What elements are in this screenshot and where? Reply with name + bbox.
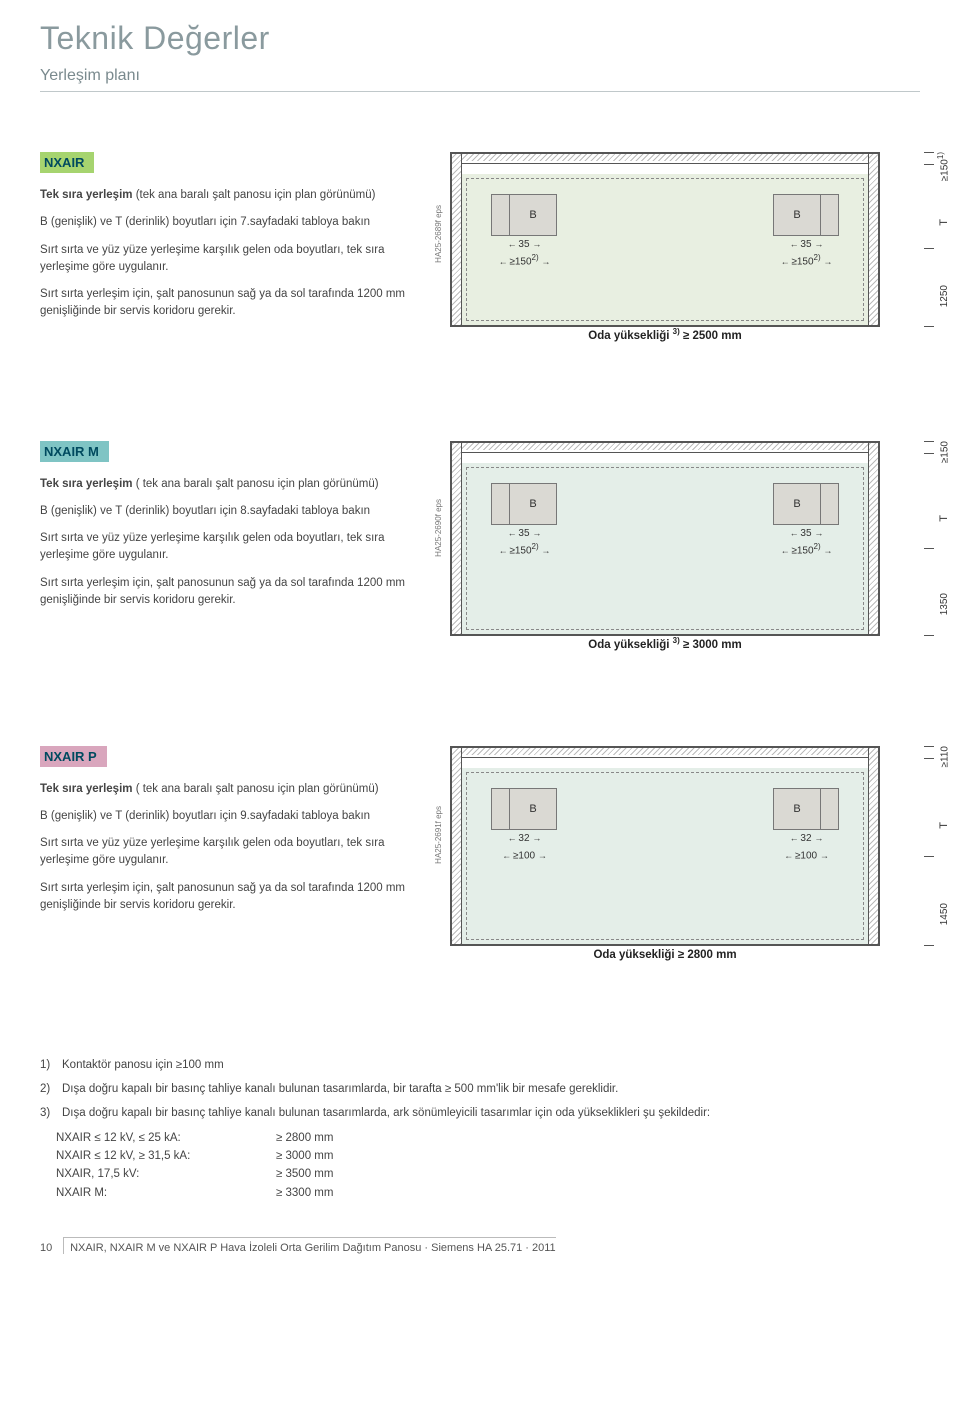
product-tag: NXAIR M [40, 441, 109, 462]
footer-text: NXAIR, NXAIR M ve NXAIR P Hava İzoleli O… [63, 1237, 556, 1254]
diagram-column: HA25-2690f eps B ← 35 [450, 441, 920, 636]
paragraph-2: B (genişlik) ve T (derinlik) boyutları i… [40, 808, 420, 825]
section-nxair-p: NXAIR P Tek sıra yerleşim ( tek ana bara… [40, 746, 920, 946]
vertical-dim-t: T [938, 822, 950, 829]
paragraph-2: B (genişlik) ve T (derinlik) boyutları i… [40, 503, 420, 520]
panel-group-left: B ← 35 → ← ≥1502) → [491, 483, 557, 599]
footnote-row: 2)Dışa doğru kapalı bir basınç tahliye k… [40, 1080, 920, 1098]
vertical-dim-bottom: 1250 [939, 285, 950, 307]
room-height-label: Oda yüksekliği 3) ≥ 3000 mm [466, 630, 864, 655]
product-tag: NXAIR P [40, 746, 107, 767]
footnotes: 1)Kontaktör panosu için ≥100 mm 2)Dışa do… [40, 1056, 920, 1203]
vertical-dim-top: ≥150 [936, 441, 950, 463]
section-nxair-m: NXAIR M Tek sıra yerleşim ( tek ana bara… [40, 441, 920, 636]
page-title: Teknik Değerler [40, 20, 920, 57]
room-height-label: Oda yüksekliği ≥ 2800 mm [466, 940, 864, 965]
floor-plan-diagram: B ← 32 → ← ≥100 → B ← 32 → [450, 746, 880, 946]
ha-code-label: HA25-2690f eps [434, 499, 443, 557]
paragraph-4: Sırt sırta yerleşim için, şalt panosunun… [40, 286, 420, 321]
room-area: B ← 32 → ← ≥100 → B ← 32 → [462, 768, 868, 944]
footnote-table-row: NXAIR ≤ 12 kV, ≤ 25 kA:≥ 2800 mm [40, 1129, 920, 1147]
panel-group-left: B ← 32 → ← ≥100 → [491, 788, 557, 909]
vertical-dim-top: ≥1501) [936, 152, 950, 181]
floor-plan-diagram: B ← 35 → ← ≥1502) → B ← 35 → [450, 152, 880, 327]
diagram-column: HA25-2691f eps B ← 32 [450, 746, 920, 946]
paragraph-2: B (genişlik) ve T (derinlik) boyutları i… [40, 214, 420, 231]
panel-group-right: B ← 32 → ← ≥100 → [773, 788, 839, 909]
footnote-table-row: NXAIR, 17,5 kV:≥ 3500 mm [40, 1165, 920, 1183]
vertical-dim-top: ≥110 [936, 746, 950, 767]
room-height-label: Oda yüksekliği 3) ≥ 2500 mm [466, 321, 864, 346]
title-rule [40, 91, 920, 92]
footnote-table-row: NXAIR M:≥ 3300 mm [40, 1184, 920, 1202]
paragraph-3: Sırt sırta ve yüz yüze yerleşime karşılı… [40, 530, 420, 565]
paragraph-3: Sırt sırta ve yüz yüze yerleşime karşılı… [40, 242, 420, 277]
paragraph-4: Sırt sırta yerleşim için, şalt panosunun… [40, 575, 420, 610]
panel-group-left: B ← 35 → ← ≥1502) → [491, 194, 557, 290]
lead-paragraph: Tek sıra yerleşim ( tek ana baralı şalt … [40, 781, 420, 798]
footnote-row: 3)Dışa doğru kapalı bir basınç tahliye k… [40, 1104, 920, 1122]
footnote-row: 1)Kontaktör panosu için ≥100 mm [40, 1056, 920, 1074]
lead-paragraph: Tek sıra yerleşim ( tek ana baralı şalt … [40, 476, 420, 493]
paragraph-3: Sırt sırta ve yüz yüze yerleşime karşılı… [40, 835, 420, 870]
diagram-column: HA25-2689f eps B ← 35 [450, 152, 920, 331]
page-footer: 10 NXAIR, NXAIR M ve NXAIR P Hava İzolel… [40, 1242, 920, 1254]
panel-group-right: B ← 35 → ← ≥1502) → [773, 194, 839, 290]
room-area: B ← 35 → ← ≥1502) → B ← 35 → [462, 463, 868, 634]
vertical-dim-t: T [938, 515, 950, 522]
page-subtitle: Yerleşim planı [40, 67, 920, 85]
vertical-dim-t: T [938, 219, 950, 226]
section-nxair: NXAIR Tek sıra yerleşim (tek ana baralı … [40, 152, 920, 331]
footnote-table-row: NXAIR ≤ 12 kV, ≥ 31,5 kA:≥ 3000 mm [40, 1147, 920, 1165]
page-number: 10 [40, 1242, 60, 1254]
text-column: NXAIR Tek sıra yerleşim (tek ana baralı … [40, 152, 420, 331]
paragraph-4: Sırt sırta yerleşim için, şalt panosunun… [40, 880, 420, 915]
ha-code-label: HA25-2689f eps [434, 205, 443, 263]
vertical-dim-bottom: 1450 [939, 903, 950, 925]
panel-group-right: B ← 35 → ← ≥1502) → [773, 483, 839, 599]
vertical-dim-bottom: 1350 [939, 593, 950, 615]
ha-code-label: HA25-2691f eps [434, 806, 443, 864]
text-column: NXAIR M Tek sıra yerleşim ( tek ana bara… [40, 441, 420, 636]
product-tag: NXAIR [40, 152, 94, 173]
floor-plan-diagram: B ← 35 → ← ≥1502) → B ← 35 → [450, 441, 880, 636]
text-column: NXAIR P Tek sıra yerleşim ( tek ana bara… [40, 746, 420, 946]
room-area: B ← 35 → ← ≥1502) → B ← 35 → [462, 174, 868, 325]
lead-paragraph: Tek sıra yerleşim (tek ana baralı şalt p… [40, 187, 420, 204]
